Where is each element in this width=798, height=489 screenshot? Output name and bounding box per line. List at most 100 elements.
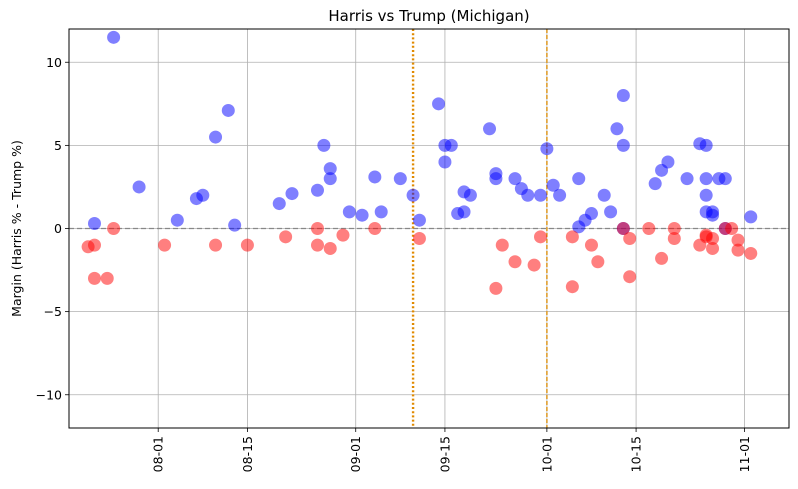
data-point [87, 238, 101, 252]
data-point [355, 208, 369, 222]
data-point [438, 155, 452, 169]
data-point [107, 30, 121, 44]
data-point [412, 213, 426, 227]
data-point [412, 231, 426, 245]
data-point [374, 205, 388, 219]
data-point [279, 230, 293, 244]
data-point [725, 222, 739, 235]
data-point [699, 172, 713, 186]
data-point [310, 183, 324, 197]
data-point [323, 162, 337, 176]
data-point [463, 188, 477, 202]
data-point [597, 188, 611, 202]
data-point [661, 155, 675, 169]
x-tick-label: 08-01 [151, 436, 166, 472]
data-point [591, 255, 605, 269]
data-point [310, 222, 324, 235]
data-point [655, 251, 669, 265]
data-point [87, 217, 101, 231]
data-point [483, 122, 497, 136]
data-point [489, 281, 503, 295]
data-point [553, 188, 567, 202]
data-point [680, 172, 694, 186]
data-point [432, 97, 446, 111]
data-point [699, 138, 713, 152]
data-point [540, 142, 554, 156]
chart-title: Harris vs Trump (Michigan) [328, 7, 529, 25]
data-point [731, 233, 745, 247]
x-tick-label: 09-01 [348, 436, 363, 472]
data-point [158, 238, 172, 252]
y-axis-label: Margin (Harris % - Trump %) [9, 140, 24, 317]
data-points [81, 30, 758, 295]
x-tick-label: 09-15 [437, 436, 452, 472]
data-point [731, 243, 745, 257]
data-point [132, 180, 146, 194]
data-point [444, 138, 458, 152]
data-point [699, 188, 713, 202]
data-point [87, 271, 101, 285]
data-point [616, 222, 630, 235]
data-point [457, 205, 471, 219]
data-point [489, 172, 503, 186]
data-point [604, 205, 618, 219]
data-point [527, 258, 541, 272]
data-point [272, 197, 286, 211]
data-point [170, 213, 184, 227]
data-point [100, 271, 114, 285]
y-tick-label: 10 [46, 55, 62, 70]
data-point [534, 230, 548, 244]
data-point [323, 241, 337, 255]
data-point [323, 172, 337, 186]
x-tick-label: 08-15 [240, 436, 255, 472]
y-tick-label: −5 [44, 304, 62, 319]
data-point [196, 188, 210, 202]
data-point [310, 238, 324, 252]
data-point [584, 238, 598, 252]
data-point [706, 231, 720, 245]
x-tick-label: 10-01 [539, 436, 554, 472]
y-tick-label: 0 [54, 221, 62, 236]
data-point [368, 222, 382, 235]
data-point [209, 130, 223, 144]
data-point [616, 89, 630, 102]
data-point [221, 103, 235, 117]
data-point [393, 172, 407, 186]
x-tick-label: 11-01 [737, 436, 752, 472]
data-point [584, 207, 598, 221]
data-point [107, 222, 121, 235]
data-point [508, 255, 522, 269]
data-point [336, 228, 350, 242]
data-point [495, 238, 509, 252]
data-point [572, 172, 586, 186]
data-point [565, 280, 579, 294]
data-point [285, 187, 299, 201]
data-point [610, 122, 624, 136]
data-point [406, 188, 420, 202]
data-point [648, 177, 662, 191]
y-tick-label: 5 [54, 138, 62, 153]
data-point [706, 241, 720, 255]
x-axis-ticks: 08-01 08-15 09-01 09-15 10-01 10-15 11-01 [151, 428, 752, 472]
data-point [508, 172, 522, 186]
data-point [642, 222, 656, 235]
x-tick-label: 10-15 [629, 436, 644, 472]
data-point [546, 178, 560, 192]
data-point [565, 230, 579, 244]
data-point [623, 270, 637, 284]
data-point [616, 138, 630, 152]
y-axis-ticks: −10 −5 0 5 10 [36, 55, 69, 402]
data-point [209, 238, 223, 252]
data-point [521, 188, 535, 202]
data-point [744, 246, 758, 260]
data-point [368, 170, 382, 184]
data-point [718, 172, 732, 186]
data-point [534, 188, 548, 202]
data-point [240, 238, 254, 252]
data-point [228, 218, 242, 232]
data-point [667, 222, 681, 235]
data-point [744, 210, 758, 224]
data-point [706, 208, 720, 222]
data-point [317, 138, 331, 152]
